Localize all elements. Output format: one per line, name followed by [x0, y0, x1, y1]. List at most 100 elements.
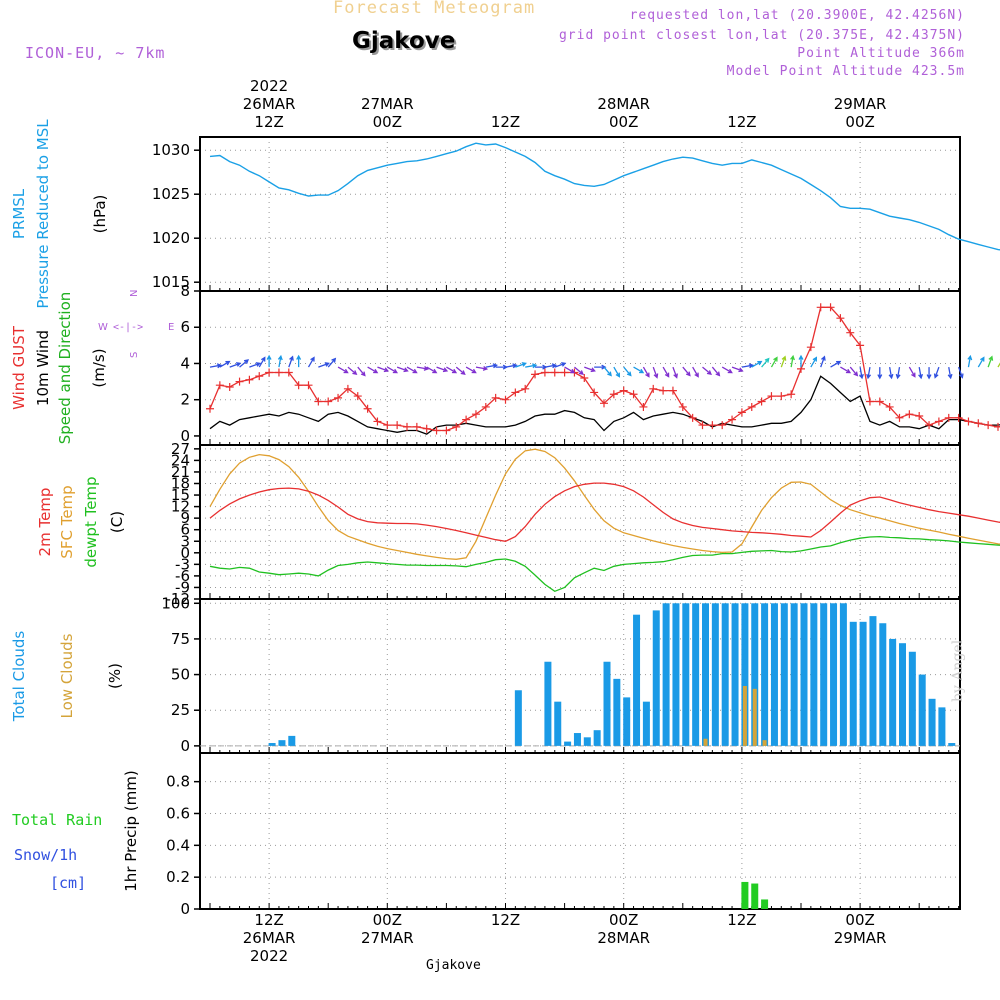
gust-marker: [314, 397, 323, 406]
gust-marker: [501, 395, 510, 404]
gust-marker: [708, 421, 717, 430]
wind-direction-arrow: [918, 366, 924, 380]
gust-marker: [206, 404, 214, 413]
gust-marker: [225, 383, 234, 392]
rain-bar: [761, 899, 769, 909]
y-tick-label: 75: [171, 630, 190, 648]
total-cloud-bar: [938, 707, 946, 746]
low-cloud-bar: [752, 688, 757, 746]
gust-marker: [462, 415, 471, 424]
panel-frame: [199, 136, 961, 292]
time-label-top: 12Z: [727, 113, 756, 131]
gust-marker: [865, 397, 874, 406]
total-cloud-bar: [278, 740, 286, 746]
time-label-top: 12Z: [491, 113, 520, 131]
wind-direction-arrow: [662, 366, 670, 378]
y-tick-label: 0.6: [166, 804, 190, 822]
total-cloud-bar: [583, 737, 591, 746]
axis-title: Total Clouds: [10, 631, 28, 723]
wind-direction-arrow: [327, 357, 337, 368]
wind-direction-arrow: [377, 366, 390, 373]
time-label-bottom: 27MAR: [361, 929, 414, 947]
wind-direction-arrow: [866, 366, 872, 380]
gust-marker: [934, 417, 943, 426]
wind-direction-arrow: [967, 354, 973, 368]
pressure-line: [209, 142, 1000, 251]
wind-direction-arrow: [810, 356, 818, 368]
wind-direction-arrow: [790, 354, 795, 368]
dewpt-line: [209, 535, 1000, 593]
y-tick-label: 8: [180, 282, 190, 300]
wind-direction-arrow: [406, 366, 418, 374]
y-tick-label: 21: [171, 463, 190, 481]
wind-direction-arrow: [249, 362, 262, 368]
grid-point-coords: grid point closest lon,lat (20.375E, 42.…: [558, 28, 965, 43]
wind-direction-arrow: [849, 366, 859, 377]
gust-marker: [265, 368, 274, 377]
gust-marker: [324, 397, 333, 406]
total-cloud-bar: [721, 603, 729, 746]
gust-marker: [373, 417, 382, 426]
gust-marker: [521, 384, 530, 393]
y-tick-label: 0: [180, 544, 190, 562]
requested-coords: requested lon,lat (20.3900E, 42.4256N): [629, 8, 965, 23]
wind-direction-arrow: [307, 356, 315, 368]
time-label-bottom: 12Z: [254, 911, 283, 929]
wind-direction-arrow: [229, 362, 242, 368]
total-cloud-bar: [889, 638, 897, 746]
wind-direction-arrow: [535, 364, 548, 370]
wind-direction-arrow: [780, 355, 787, 368]
gust-marker: [678, 402, 687, 411]
wind-direction-arrow: [997, 358, 1000, 368]
sfc-temp-line: [209, 448, 1000, 560]
axis-title: (C): [108, 511, 126, 533]
gust-marker: [915, 412, 924, 421]
time-label-top: 12Z: [254, 113, 283, 131]
total-cloud-bar: [800, 603, 808, 746]
wind-gust-line: [209, 306, 1000, 432]
wind-direction-arrow: [495, 364, 509, 370]
wind-direction-arrow: [574, 366, 584, 376]
credit-watermark: by Angel: [950, 639, 966, 702]
wind-direction-arrow: [977, 356, 985, 368]
wind-direction-arrow: [798, 354, 804, 368]
gust-marker: [984, 421, 993, 430]
wind-direction-arrow: [888, 366, 894, 380]
gust-marker: [432, 426, 441, 435]
gust-marker: [393, 421, 402, 430]
wind-direction-arrow: [820, 355, 826, 368]
total-cloud-bar: [623, 697, 631, 746]
wind-direction-arrow: [908, 366, 916, 378]
total-cloud-bar: [554, 701, 562, 746]
y-tick-label: 12: [171, 498, 190, 516]
total-cloud-bar: [790, 603, 798, 746]
wind-direction-arrow: [426, 366, 438, 374]
gust-marker: [895, 413, 904, 422]
wind-direction-arrow: [475, 365, 489, 371]
total-cloud-bar: [593, 730, 601, 746]
y-tick-label: -12: [166, 590, 191, 608]
gust-marker: [777, 392, 786, 401]
time-label-bottom: 12Z: [727, 911, 756, 929]
panel-frame: [199, 752, 961, 910]
wind-direction-arrow: [642, 366, 650, 378]
total-cloud-bar: [682, 603, 690, 746]
time-label-bottom: 00Z: [609, 911, 638, 929]
low-cloud-bar: [762, 740, 767, 746]
y-tick-label: 0.8: [166, 773, 190, 791]
total-cloud-bar: [761, 603, 769, 746]
time-label-top: 26MAR: [243, 95, 296, 113]
gust-marker: [334, 393, 343, 402]
wind-direction-arrow: [692, 366, 699, 378]
gust-marker: [806, 343, 815, 352]
point-altitude: Point Altitude 366m: [797, 46, 965, 61]
time-label-bottom: 2022: [250, 947, 288, 965]
gust-marker: [580, 373, 589, 382]
y-tick-label: 3: [180, 532, 190, 550]
wind-direction-arrow: [396, 366, 409, 373]
compass-icon: W <-|-> E N S: [98, 290, 174, 358]
wind-direction-arrow: [525, 363, 538, 369]
time-label-bottom: 00Z: [845, 911, 874, 929]
